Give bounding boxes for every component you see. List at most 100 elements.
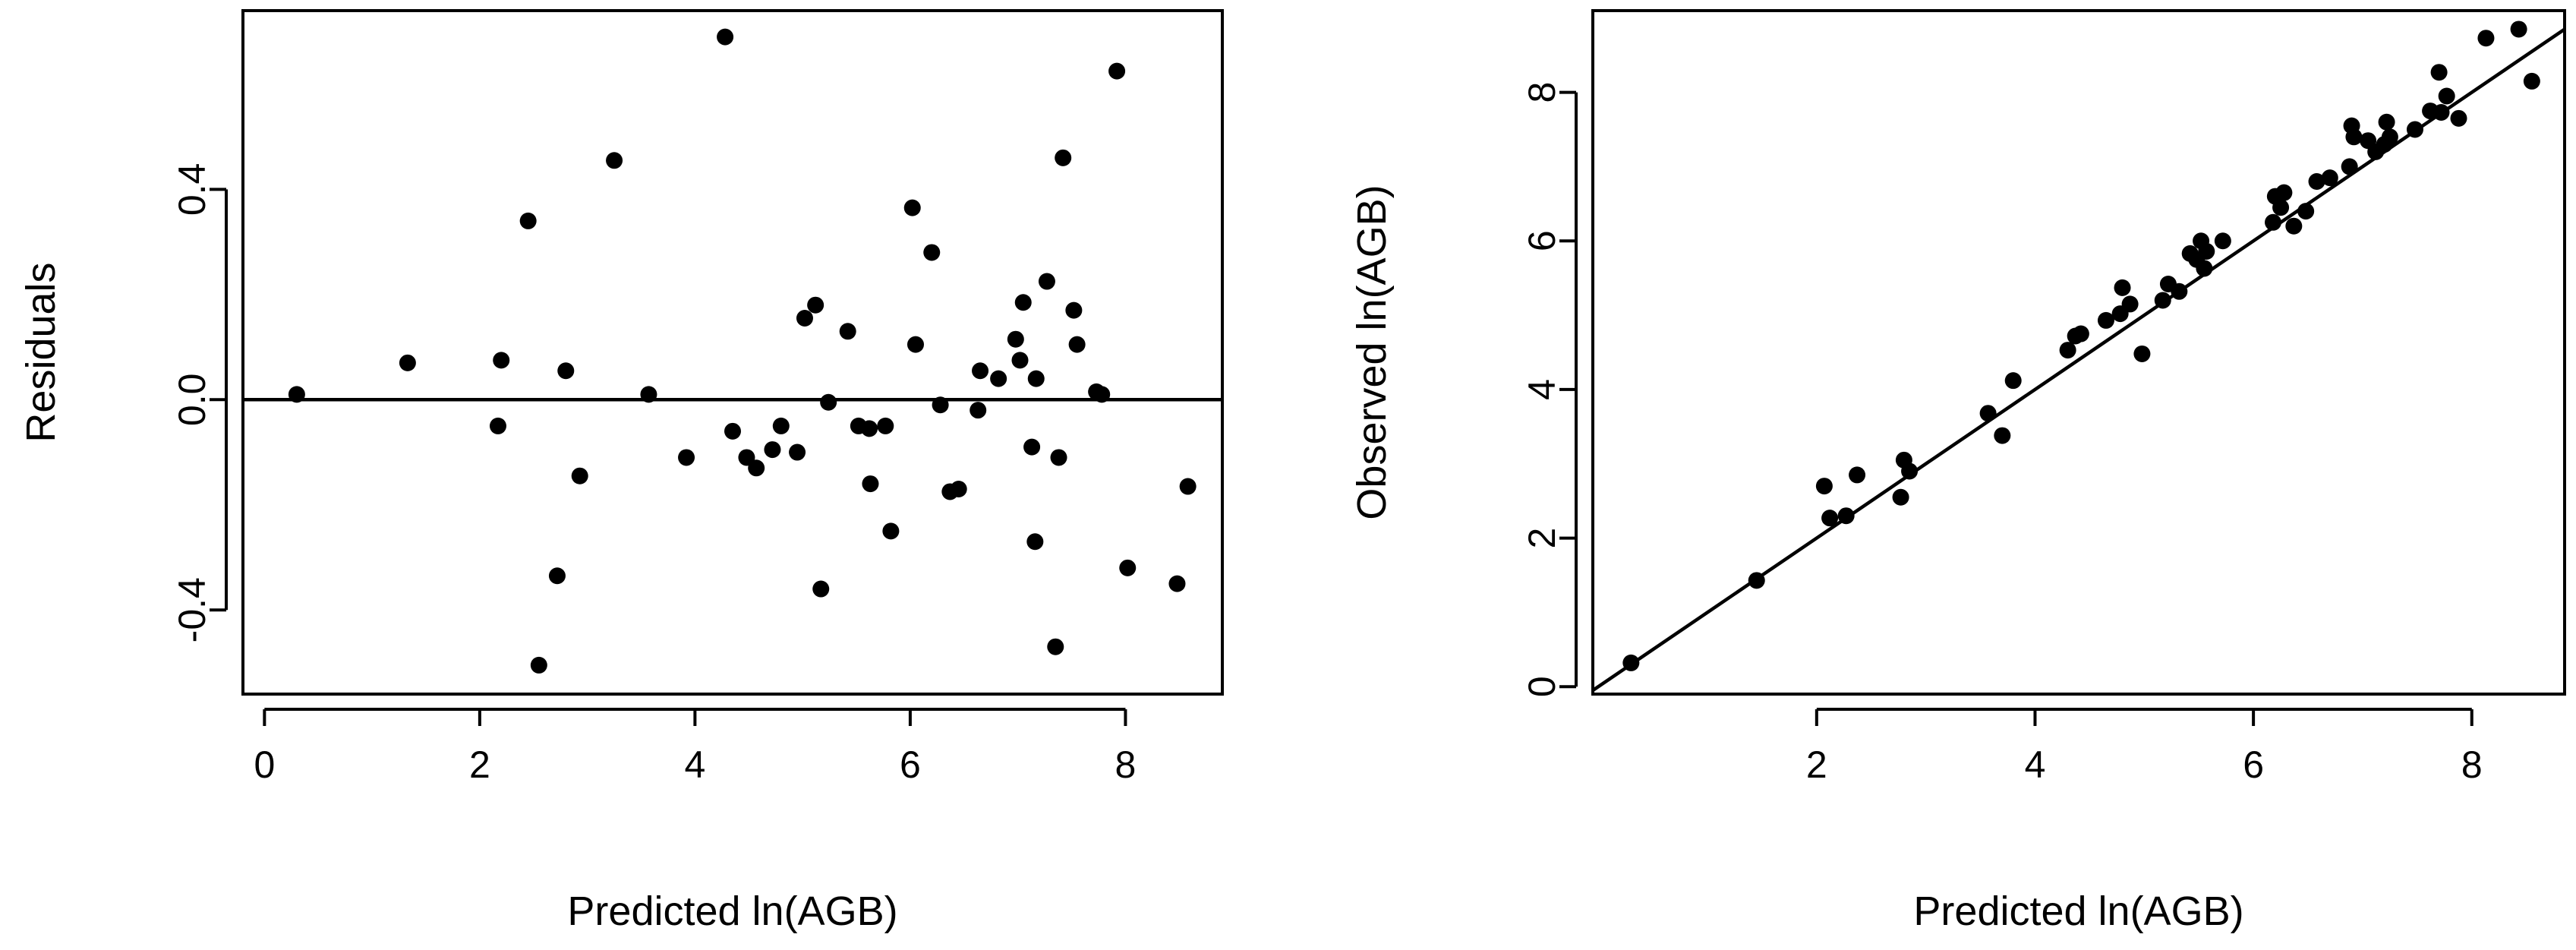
residuals-data-point xyxy=(877,417,894,434)
observed-data-point xyxy=(2133,345,2151,362)
observed-data-point xyxy=(2198,242,2215,260)
observed-data-point xyxy=(2154,292,2171,309)
residuals-x-tick-label: 2 xyxy=(469,743,490,786)
observed-data-point xyxy=(2059,342,2076,359)
residuals-data-point xyxy=(1093,386,1111,403)
observed-x-tick-label: 2 xyxy=(1806,743,1827,786)
residuals-data-point xyxy=(812,580,830,598)
residuals-data-point xyxy=(1119,559,1137,576)
residuals-data-point xyxy=(1014,294,1032,311)
residuals-data-point xyxy=(1027,370,1045,387)
observed-data-point xyxy=(2430,64,2448,81)
residuals-data-point xyxy=(861,420,878,437)
observed-y-tick-label: 6 xyxy=(1521,230,1563,251)
observed-data-point xyxy=(1622,654,1640,671)
residuals-data-point xyxy=(724,422,741,440)
residuals-data-point xyxy=(640,386,657,403)
residuals-data-point xyxy=(950,481,967,497)
observed-data-point xyxy=(2450,109,2467,127)
residuals-data-point xyxy=(489,417,506,434)
observed-plot-frame xyxy=(1591,9,2566,696)
observed-points xyxy=(1622,21,2540,671)
observed-data-point xyxy=(2214,232,2231,250)
observed-data-point xyxy=(2341,158,2358,175)
residuals-x-tick-label: 0 xyxy=(254,743,275,786)
residuals-data-point xyxy=(530,656,547,674)
observed-y-tick-label: 8 xyxy=(1521,82,1563,103)
residuals-data-point xyxy=(789,443,806,461)
residuals-data-point xyxy=(1007,330,1024,348)
observed-data-point xyxy=(2265,213,2281,231)
observed-data-point xyxy=(1821,510,1839,527)
observed-y-axis: 0 2 4 6 8 xyxy=(1521,82,1578,697)
residuals-data-point xyxy=(1047,638,1064,655)
observed-data-point xyxy=(2004,372,2022,390)
residuals-data-point xyxy=(548,567,566,585)
residuals-data-point xyxy=(748,459,765,477)
observed-data-point xyxy=(2275,184,2293,201)
observed-x-tick-label: 6 xyxy=(2243,743,2264,786)
residuals-data-point xyxy=(764,441,781,459)
residuals-data-point xyxy=(882,522,900,540)
residuals-points xyxy=(288,28,1197,674)
residuals-data-point xyxy=(1055,149,1072,166)
residuals-data-point xyxy=(972,362,989,380)
residuals-data-point xyxy=(1011,352,1029,369)
observed-data-point xyxy=(2272,199,2290,216)
residuals-x-axis-title: Predicted ln(AGB) xyxy=(567,888,897,934)
residuals-data-point xyxy=(571,467,588,484)
residuals-data-point xyxy=(1026,533,1044,551)
residuals-data-point xyxy=(772,417,790,434)
observed-data-point xyxy=(2097,311,2114,329)
residuals-data-point xyxy=(1050,449,1067,466)
residuals-data-point xyxy=(606,152,623,169)
residuals-plot-frame xyxy=(241,9,1224,696)
observed-data-point xyxy=(2433,104,2450,122)
observed-data-point xyxy=(2308,173,2325,190)
residuals-data-point xyxy=(932,396,949,414)
residuals-data-point xyxy=(839,323,856,340)
observed-data-point xyxy=(1892,488,1909,506)
residuals-data-point xyxy=(1108,62,1126,80)
residuals-data-point xyxy=(796,310,813,327)
observed-data-point xyxy=(2114,279,2131,296)
residuals-data-point xyxy=(1065,301,1083,319)
residuals-y-tick-label: -0.4 xyxy=(171,577,213,642)
observed-x-axis-title: Predicted ln(AGB) xyxy=(1913,888,2243,934)
observed-data-point xyxy=(2121,295,2139,313)
observed-data-point xyxy=(2345,128,2363,146)
observed-vs-predicted-plot: 2 4 6 8 0 2 4 6 8 Predicted ln(AGB) Observed ln… xyxy=(1349,9,2566,934)
observed-data-point xyxy=(1748,572,1765,589)
residuals-x-tick-label: 6 xyxy=(900,743,921,786)
observed-data-point xyxy=(2196,260,2213,277)
observed-y-tick-label: 4 xyxy=(1521,379,1563,400)
observed-data-point xyxy=(2171,282,2188,300)
observed-data-point xyxy=(2523,72,2540,90)
residuals-data-point xyxy=(1168,575,1186,592)
residuals-plot: 0 2 4 6 8 -0.4 0.0 0.4 Predicted ln(AGB) Resid… xyxy=(18,9,1224,934)
residuals-data-point xyxy=(493,352,510,369)
residuals-data-point xyxy=(923,244,941,261)
observed-data-point xyxy=(1979,405,1997,422)
residuals-x-tick-label: 4 xyxy=(684,743,705,786)
residuals-y-axis: -0.4 0.0 0.4 xyxy=(171,163,228,642)
residuals-data-point xyxy=(970,402,987,419)
observed-data-point xyxy=(2406,121,2423,138)
observed-data-point xyxy=(2072,325,2089,342)
residuals-data-point xyxy=(1023,438,1041,456)
observed-x-tick-label: 4 xyxy=(2025,743,2046,786)
residuals-data-point xyxy=(678,449,695,466)
residuals-data-point xyxy=(399,354,416,371)
observed-data-point xyxy=(2321,169,2338,187)
observed-data-point xyxy=(1994,427,2011,444)
residuals-data-point xyxy=(903,199,921,216)
observed-x-axis: 2 4 6 8 xyxy=(1806,708,2483,786)
observed-data-point xyxy=(2510,21,2527,38)
residuals-data-point xyxy=(906,336,924,353)
observed-y-tick-label: 2 xyxy=(1521,528,1563,549)
observed-data-point xyxy=(2438,87,2455,105)
observed-x-tick-label: 8 xyxy=(2461,743,2483,786)
residuals-data-point xyxy=(820,393,837,411)
observed-data-point xyxy=(2378,113,2395,131)
